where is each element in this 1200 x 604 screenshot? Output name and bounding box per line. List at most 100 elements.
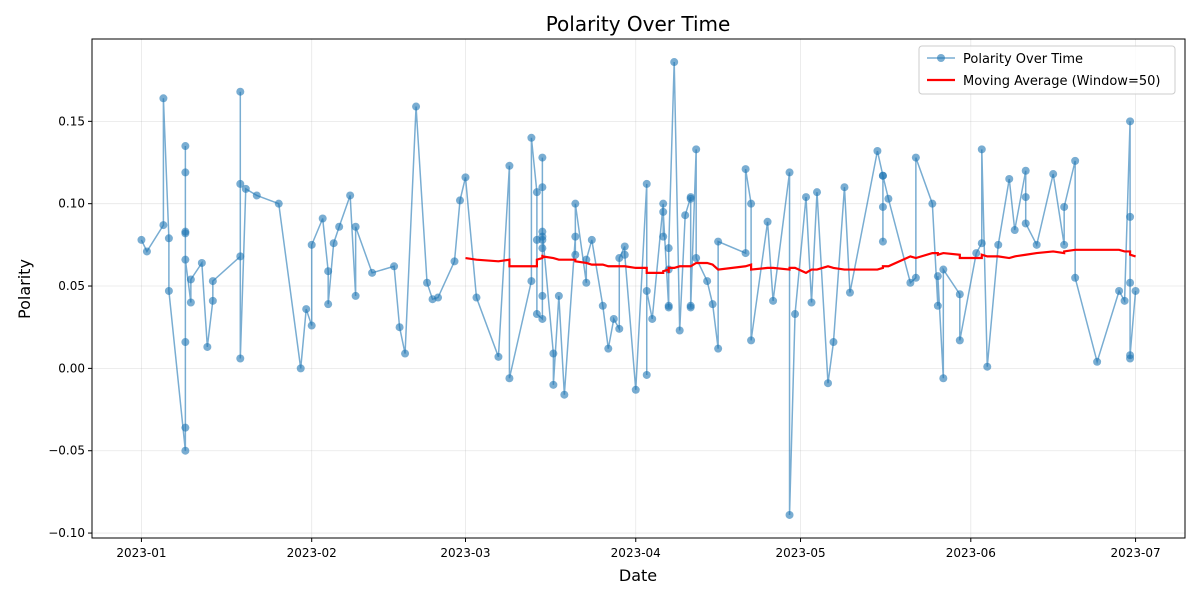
data-point (994, 240, 1003, 249)
data-point (159, 94, 168, 103)
x-tick-label: 2023-02 (287, 546, 337, 560)
data-point (1049, 170, 1058, 179)
data-point (620, 242, 629, 251)
data-point (840, 183, 849, 192)
data-point (664, 301, 673, 310)
data-point (686, 194, 695, 203)
data-point (159, 221, 168, 230)
data-point (1071, 156, 1080, 165)
data-point (329, 239, 338, 248)
data-point (906, 278, 915, 287)
data-point (675, 326, 684, 335)
x-tick-label: 2023-06 (946, 546, 996, 560)
data-point (620, 250, 629, 259)
data-point (390, 262, 399, 271)
data-point (911, 153, 920, 162)
data-point (631, 385, 640, 394)
data-point (692, 145, 701, 154)
data-point (401, 349, 410, 358)
data-point (571, 232, 580, 241)
data-point (181, 168, 190, 177)
grid (92, 39, 1185, 538)
data-point (181, 255, 190, 264)
data-point (571, 199, 580, 208)
data-point (538, 314, 547, 323)
legend: Polarity Over Time Moving Average (Window… (918, 45, 1176, 95)
data-point (1093, 357, 1102, 366)
data-point (763, 217, 772, 226)
data-point (197, 258, 206, 267)
data-point (296, 364, 305, 373)
data-point (252, 191, 261, 200)
data-point (845, 288, 854, 297)
data-point (461, 173, 470, 182)
data-point (703, 277, 712, 286)
data-point (1120, 296, 1129, 305)
x-axis-label: Date (619, 566, 657, 585)
data-point (1126, 212, 1135, 221)
data-point (939, 265, 948, 274)
data-point (878, 237, 887, 246)
data-point (208, 296, 217, 305)
data-point (823, 379, 832, 388)
y-tick-label: −0.10 (48, 526, 85, 540)
data-point (1060, 240, 1069, 249)
y-tick-label: 0.00 (58, 361, 85, 375)
data-point (1021, 219, 1030, 228)
data-point (670, 58, 679, 67)
data-point (785, 168, 794, 177)
data-point (142, 247, 151, 256)
legend-label: Polarity Over Time (963, 52, 1083, 67)
data-point (538, 153, 547, 162)
data-point (554, 291, 563, 300)
data-point (807, 298, 816, 307)
data-point (884, 194, 893, 203)
data-point (1060, 202, 1069, 211)
data-point (549, 380, 558, 389)
x-tick-label: 2023-04 (611, 546, 661, 560)
data-point (203, 342, 212, 351)
legend-marker (937, 54, 945, 62)
data-point (208, 277, 217, 286)
data-point (714, 344, 723, 353)
data-point (307, 240, 316, 249)
data-point (1126, 278, 1135, 287)
y-tick-label: −0.05 (48, 444, 85, 458)
data-point (933, 301, 942, 310)
data-point (977, 239, 986, 248)
data-point (560, 390, 569, 399)
plot-area (137, 58, 1140, 519)
data-point (615, 324, 624, 333)
data-point (659, 232, 668, 241)
y-tick-label: 0.05 (58, 279, 85, 293)
data-point (642, 179, 651, 188)
data-point (538, 227, 547, 236)
data-point (538, 244, 547, 253)
data-point (791, 310, 800, 319)
data-point (302, 305, 311, 314)
data-point (181, 338, 190, 347)
data-point (1010, 226, 1019, 235)
data-point (538, 183, 547, 192)
legend-box (918, 45, 1176, 95)
x-tick-label: 2023-03 (440, 546, 490, 560)
legend-label: Moving Average (Window=50) (963, 74, 1160, 89)
data-point (164, 286, 173, 295)
data-point (527, 133, 536, 142)
data-point (1126, 117, 1135, 126)
chart-title: Polarity Over Time (546, 12, 731, 36)
data-point (604, 344, 613, 353)
data-point (598, 301, 607, 310)
data-point (450, 257, 459, 266)
data-point (664, 244, 673, 253)
data-point (1071, 273, 1080, 282)
data-point (708, 300, 717, 309)
data-point (642, 370, 651, 379)
data-point (236, 354, 245, 363)
data-point (186, 298, 195, 307)
moving-average-line (465, 248, 1136, 275)
data-point (538, 291, 547, 300)
data-point (324, 300, 333, 309)
